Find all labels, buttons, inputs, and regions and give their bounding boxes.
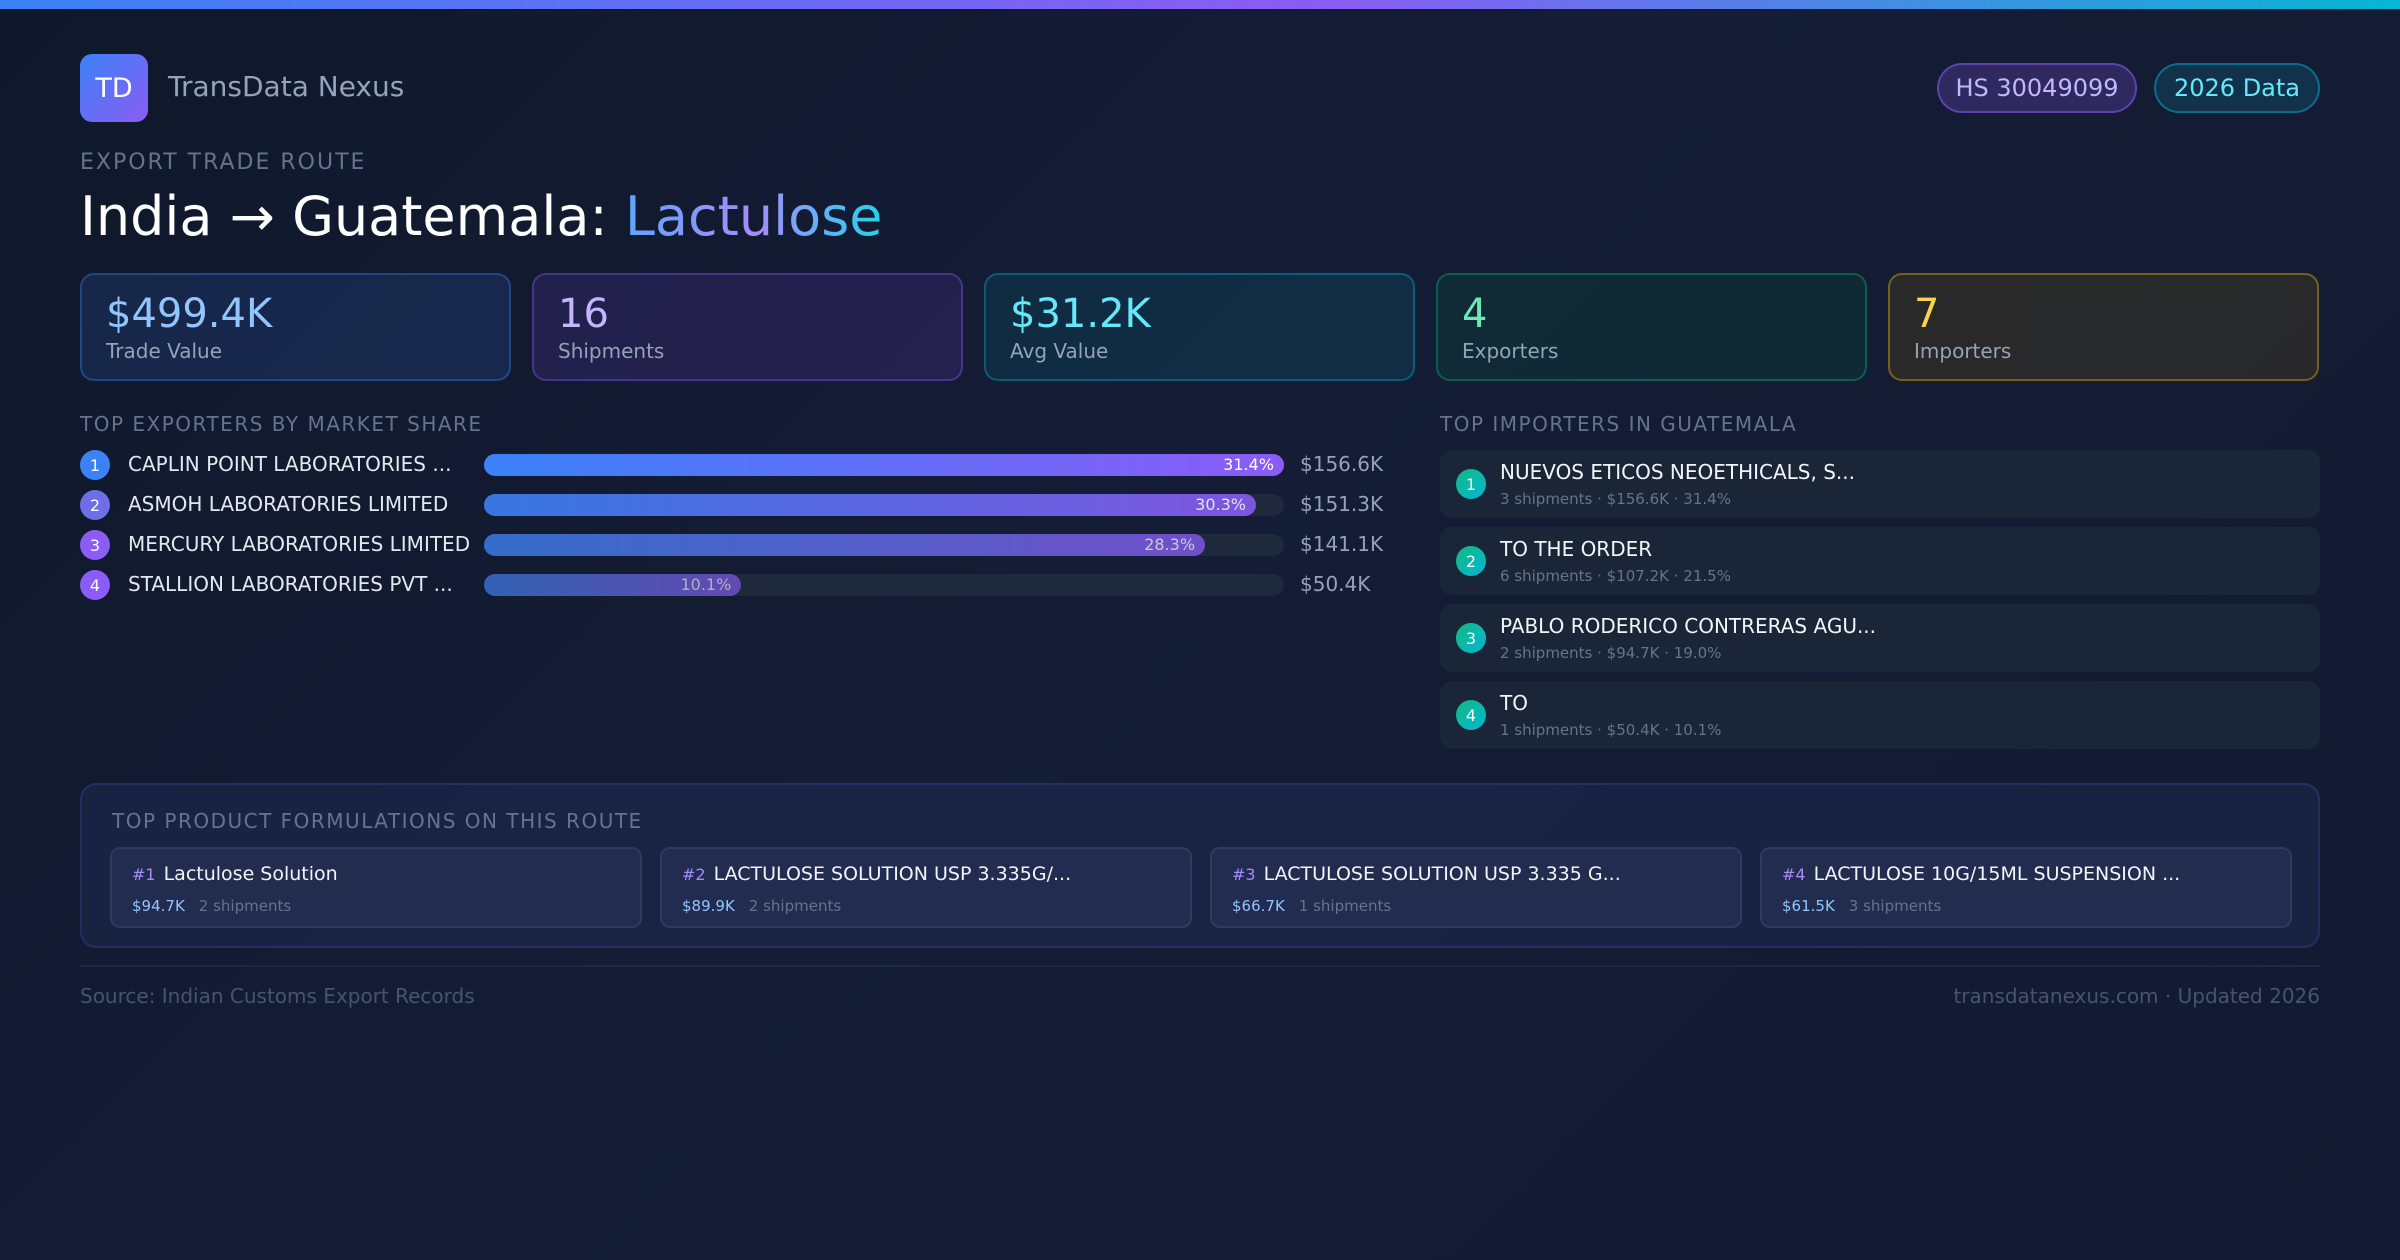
footer-source: Source: Indian Customs Export Records bbox=[80, 984, 475, 1008]
share-bar-track: 30.3% bbox=[484, 494, 1284, 516]
exporter-value: $151.3K bbox=[1300, 492, 1384, 516]
top-accent-bar bbox=[0, 0, 2400, 9]
formulation-shipments: 3 shipments bbox=[1848, 897, 1942, 915]
rank-badge: 4 bbox=[80, 570, 110, 600]
stat-value: 16 bbox=[558, 291, 609, 337]
formulation-rank: #1 bbox=[132, 865, 156, 884]
exporter-name: ASMOH LABORATORIES LIMITED bbox=[128, 492, 449, 516]
importer-item[interactable]: 3 PABLO RODERICO CONTRERAS AGU... 2 shipme… bbox=[1440, 604, 2320, 672]
stat-value: 7 bbox=[1914, 291, 1940, 337]
stat-label: Shipments bbox=[558, 339, 665, 363]
importers-title: TOP IMPORTERS IN GUATEMALA bbox=[1440, 412, 1798, 436]
importer-stats: 6 shipments · $107.2K · 21.5% bbox=[1500, 567, 1731, 585]
importer-stats: 1 shipments · $50.4K · 10.1% bbox=[1500, 721, 1722, 739]
exporter-row[interactable]: 1 CAPLIN POINT LABORATORIES ... 31.4% $156.… bbox=[80, 449, 1400, 481]
importer-name: PABLO RODERICO CONTRERAS AGU... bbox=[1500, 614, 1877, 638]
stat-card: 16 Shipments bbox=[532, 273, 963, 381]
stat-value: 4 bbox=[1462, 291, 1488, 337]
formulation-card[interactable]: #1 Lactulose Solution $94.7K 2 shipments bbox=[110, 847, 642, 928]
rank-badge: 2 bbox=[1456, 546, 1486, 576]
title-product: Lactulose bbox=[624, 185, 883, 248]
share-bar-track: 10.1% bbox=[484, 574, 1284, 596]
importer-item[interactable]: 1 NUEVOS ETICOS NEOETHICALS, S... 3 shipme… bbox=[1440, 450, 2320, 518]
formulation-rank: #3 bbox=[1232, 865, 1256, 884]
importer-name: TO bbox=[1500, 691, 1528, 715]
exporter-name: STALLION LABORATORIES PVT ... bbox=[128, 572, 453, 596]
formulation-card[interactable]: #3 LACTULOSE SOLUTION USP 3.335 G... $66.7… bbox=[1210, 847, 1742, 928]
divider bbox=[80, 965, 2320, 967]
rank-badge: 3 bbox=[1456, 623, 1486, 653]
share-bar-track: 28.3% bbox=[484, 534, 1284, 556]
rank-badge: 3 bbox=[80, 530, 110, 560]
rank-badge: 1 bbox=[1456, 469, 1486, 499]
formulation-shipments: 2 shipments bbox=[198, 897, 292, 915]
rank-badge: 1 bbox=[80, 450, 110, 480]
exporter-row[interactable]: 4 STALLION LABORATORIES PVT ... 10.1% $50.4… bbox=[80, 569, 1400, 601]
stat-card: 7 Importers bbox=[1888, 273, 2319, 381]
formulation-value: $89.9K bbox=[682, 897, 735, 915]
formulations-panel: TOP PRODUCT FORMULATIONS ON THIS ROUTE #… bbox=[80, 783, 2320, 948]
formulation-name: LACTULOSE SOLUTION USP 3.335G/... bbox=[713, 863, 1072, 885]
stat-value: $499.4K bbox=[106, 291, 273, 337]
stat-card: $499.4K Trade Value bbox=[80, 273, 511, 381]
formulation-value: $61.5K bbox=[1782, 897, 1835, 915]
footer-site[interactable]: transdatanexus.com · Updated 2026 bbox=[1953, 984, 2320, 1008]
stat-label: Avg Value bbox=[1010, 339, 1109, 363]
importer-stats: 3 shipments · $156.6K · 31.4% bbox=[1500, 490, 1731, 508]
stat-value: $31.2K bbox=[1010, 291, 1151, 337]
importer-name: NUEVOS ETICOS NEOETHICALS, S... bbox=[1500, 460, 1855, 484]
share-bar-track: 31.4% bbox=[484, 454, 1284, 476]
share-bar-fill: 28.3% bbox=[484, 534, 1206, 556]
importer-name: TO THE ORDER bbox=[1500, 537, 1653, 561]
exporter-name: CAPLIN POINT LABORATORIES ... bbox=[128, 452, 452, 476]
stat-card: $31.2K Avg Value bbox=[984, 273, 1415, 381]
importer-item[interactable]: 2 TO THE ORDER 6 shipments · $107.2K · 21.… bbox=[1440, 527, 2320, 595]
formulation-shipments: 2 shipments bbox=[748, 897, 842, 915]
exporter-value: $50.4K bbox=[1300, 572, 1371, 596]
exporter-value: $156.6K bbox=[1300, 452, 1384, 476]
stat-label: Exporters bbox=[1462, 339, 1559, 363]
formulations-title: TOP PRODUCT FORMULATIONS ON THIS ROUTE bbox=[112, 809, 643, 833]
formulation-rank: #4 bbox=[1782, 865, 1806, 884]
formulation-rank: #2 bbox=[682, 865, 706, 884]
page-title: India → Guatemala: Lactulose bbox=[80, 185, 882, 248]
hs-code-badge: HS 30049099 bbox=[1937, 63, 2137, 113]
importer-item[interactable]: 4 TO 1 shipments · $50.4K · 10.1% bbox=[1440, 681, 2320, 749]
data-year-badge: 2026 Data bbox=[2154, 63, 2320, 113]
rank-badge: 2 bbox=[80, 490, 110, 520]
share-bar-fill: 31.4% bbox=[484, 454, 1284, 476]
brand-name: TransData Nexus bbox=[168, 70, 405, 103]
stat-label: Trade Value bbox=[106, 339, 223, 363]
formulation-card[interactable]: #4 LACTULOSE 10G/15ML SUSPENSION ... $61.5… bbox=[1760, 847, 2292, 928]
formulation-name: Lactulose Solution bbox=[163, 863, 338, 885]
share-bar-fill: 30.3% bbox=[484, 494, 1256, 516]
stat-card: 4 Exporters bbox=[1436, 273, 1867, 381]
formulation-shipments: 1 shipments bbox=[1298, 897, 1392, 915]
exporter-value: $141.1K bbox=[1300, 532, 1384, 556]
page-eyebrow: EXPORT TRADE ROUTE bbox=[80, 150, 367, 175]
formulation-value: $94.7K bbox=[132, 897, 185, 915]
formulation-name: LACTULOSE 10G/15ML SUSPENSION ... bbox=[1813, 863, 2181, 885]
title-route: India → Guatemala: bbox=[80, 185, 608, 248]
stat-label: Importers bbox=[1914, 339, 2012, 363]
rank-badge: 4 bbox=[1456, 700, 1486, 730]
formulation-card[interactable]: #2 LACTULOSE SOLUTION USP 3.335G/... $89.9… bbox=[660, 847, 1192, 928]
exporter-name: MERCURY LABORATORIES LIMITED bbox=[128, 532, 471, 556]
exporters-title: TOP EXPORTERS BY MARKET SHARE bbox=[80, 412, 483, 436]
share-bar-fill: 10.1% bbox=[484, 574, 742, 596]
exporter-row[interactable]: 2 ASMOH LABORATORIES LIMITED 30.3% $151.3K bbox=[80, 489, 1400, 521]
formulation-name: LACTULOSE SOLUTION USP 3.335 G... bbox=[1263, 863, 1621, 885]
formulation-value: $66.7K bbox=[1232, 897, 1285, 915]
logo[interactable]: TD bbox=[80, 54, 148, 122]
importer-stats: 2 shipments · $94.7K · 19.0% bbox=[1500, 644, 1722, 662]
exporter-row[interactable]: 3 MERCURY LABORATORIES LIMITED 28.3% $141.1… bbox=[80, 529, 1400, 561]
